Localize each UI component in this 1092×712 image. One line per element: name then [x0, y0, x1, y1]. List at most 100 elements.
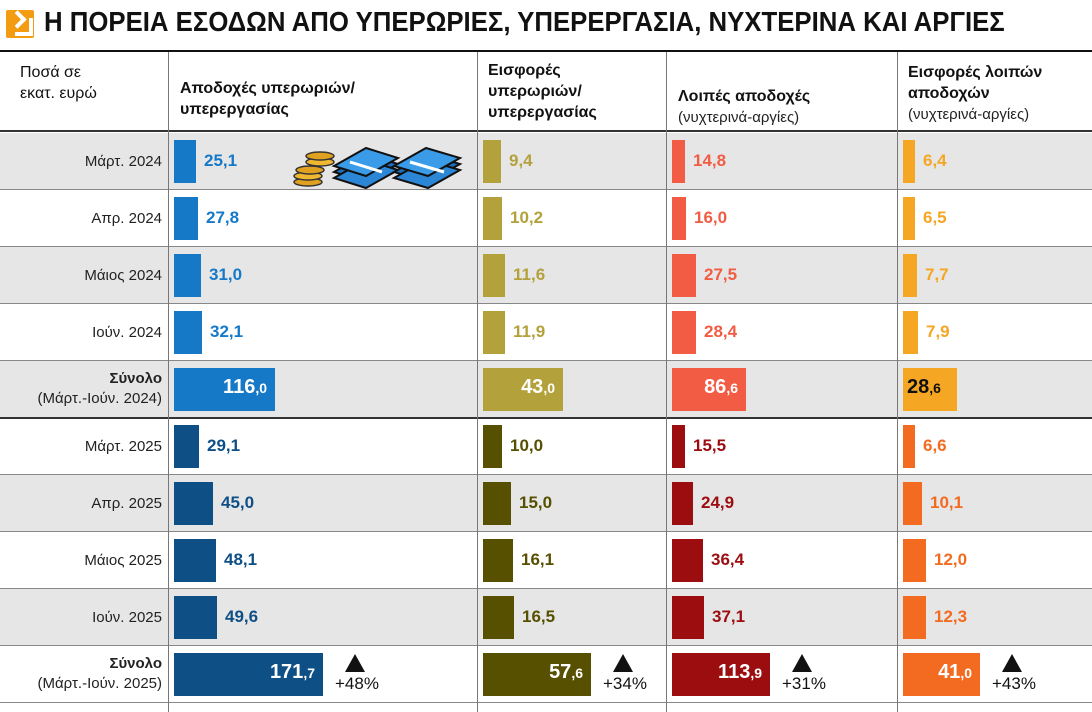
bar-col3 [672, 311, 696, 354]
value-label-col2: 15,0 [519, 493, 553, 512]
column-header-line: Αποδοχές υπερωριών/ [180, 80, 355, 97]
unit-label-line: εκατ. ευρώ [20, 85, 97, 102]
column-header-line: υπερεργασίας [180, 101, 289, 118]
value-label-col3: 37,1 [712, 607, 746, 626]
value-int: 86 [704, 376, 727, 398]
bar-col4 [903, 254, 917, 297]
value-label-col1: 49,6 [225, 607, 259, 626]
row-label-line: (Μάρτ.-Ιούν. 2024) [37, 390, 162, 407]
change-percent-col4: +43% [992, 674, 1036, 693]
row-label-line: Απρ. 2025 [91, 495, 162, 512]
row-divider [0, 303, 1092, 304]
value-label-col2: 10,0 [510, 436, 544, 455]
value-label-col4: 12,3 [934, 607, 968, 626]
bar-col3 [672, 368, 746, 411]
row-divider [0, 702, 1092, 703]
value-label-col3: 24,9 [701, 493, 735, 512]
bar-col4 [903, 140, 915, 183]
value-int: 116 [223, 376, 256, 398]
bar-col1 [174, 197, 198, 240]
bar-col2 [483, 425, 502, 468]
column-header-line: Εισφορές [488, 62, 561, 79]
column-header-line: αποδοχών [908, 85, 990, 102]
row-label-line: Μάιος 2025 [84, 552, 162, 569]
value-label-col2: 16,5 [522, 607, 556, 626]
value-label-col1: 27,8 [206, 208, 240, 227]
row-label: Μάρτ. 2024 [0, 153, 162, 170]
value-int: 113 [718, 661, 751, 683]
row-divider [0, 531, 1092, 532]
bar-col2 [483, 140, 501, 183]
value-label-col3: 15,5 [693, 436, 727, 455]
value-int: 28 [907, 376, 930, 398]
bar-col1 [174, 653, 323, 696]
row-divider [0, 189, 1092, 190]
column-header-3: Λοιπές αποδοχές (νυχτερινά-αργίες) [678, 86, 810, 128]
column-header-line: υπερεργασίας [488, 104, 597, 121]
row-label: Ιούν. 2025 [0, 609, 162, 626]
bar-col4 [903, 596, 926, 639]
row-label: Απρ. 2025 [0, 495, 162, 512]
bar-col2 [483, 482, 511, 525]
bar-col3 [672, 254, 696, 297]
bar-col1 [174, 425, 199, 468]
bar-col4 [903, 197, 915, 240]
row-divider [0, 474, 1092, 475]
value-label-col3: 86,6 [672, 376, 738, 399]
up-triangle-icon [613, 654, 633, 672]
column-separator [897, 52, 898, 712]
row-divider [0, 588, 1092, 589]
value-label-col4: 6,5 [923, 208, 947, 227]
bar-col1 [174, 368, 275, 411]
value-dec: ,6 [929, 380, 941, 396]
column-separator [477, 52, 478, 712]
value-label-col2: 9,4 [509, 151, 533, 170]
row-label: Απρ. 2024 [0, 210, 162, 227]
bar-col2 [483, 539, 513, 582]
change-percent-col1: +48% [335, 674, 379, 693]
value-int: 43 [521, 376, 544, 398]
bar-col3 [672, 539, 703, 582]
column-header-2: Εισφορές υπερωριών/υπερεργασίας [488, 60, 597, 123]
bar-col3 [672, 197, 686, 240]
value-label-col2: 43,0 [483, 376, 555, 399]
value-label-col1: 25,1 [204, 151, 238, 170]
value-label-col2: 10,2 [510, 208, 544, 227]
value-label-col2: 11,6 [513, 265, 546, 284]
bar-col4 [903, 539, 926, 582]
title-rule [0, 50, 1092, 52]
bar-col3 [672, 482, 693, 525]
row-divider [0, 360, 1092, 361]
arrow-down-right-icon [6, 10, 34, 38]
row-label-line: Απρ. 2024 [91, 210, 162, 227]
row-label: Μάρτ. 2025 [0, 438, 162, 455]
value-label-col2: 11,9 [513, 322, 546, 341]
column-header-line: Εισφορές λοιπών [908, 64, 1043, 81]
bar-col1 [174, 311, 202, 354]
bar-col4 [903, 482, 922, 525]
value-label-col3: 36,4 [711, 550, 745, 569]
value-label-col4: 6,6 [923, 436, 947, 455]
bar-col3 [672, 425, 685, 468]
bar-col1 [174, 482, 213, 525]
value-dec: ,0 [255, 380, 267, 396]
column-separator [168, 52, 169, 712]
value-dec: ,6 [726, 380, 738, 396]
value-dec: ,6 [571, 665, 583, 681]
change-percent-col3: +31% [782, 674, 826, 693]
bar-col2 [483, 254, 505, 297]
bar-col2 [483, 311, 505, 354]
value-label-col1: 48,1 [224, 550, 258, 569]
bar-col3 [672, 596, 704, 639]
value-label-col1: 171,7 [174, 661, 315, 684]
value-label-col1: 29,1 [207, 436, 241, 455]
value-dec: ,0 [960, 665, 972, 681]
row-label-line: Μάρτ. 2025 [84, 438, 162, 455]
banknotes-icon-1 [331, 146, 401, 190]
bar-col4 [903, 653, 980, 696]
row-label-line: Σύνολο [109, 370, 162, 387]
title-bar: Η ΠΟΡΕΙΑ ΕΣΟΔΩΝ ΑΠΟ ΥΠΕΡΩΡΙΕΣ, ΥΠΕΡΕΡΓΑΣ… [0, 0, 1092, 46]
value-label-col4: 6,4 [923, 151, 947, 170]
value-label-col3: 14,8 [693, 151, 727, 170]
bar-col1 [174, 539, 216, 582]
